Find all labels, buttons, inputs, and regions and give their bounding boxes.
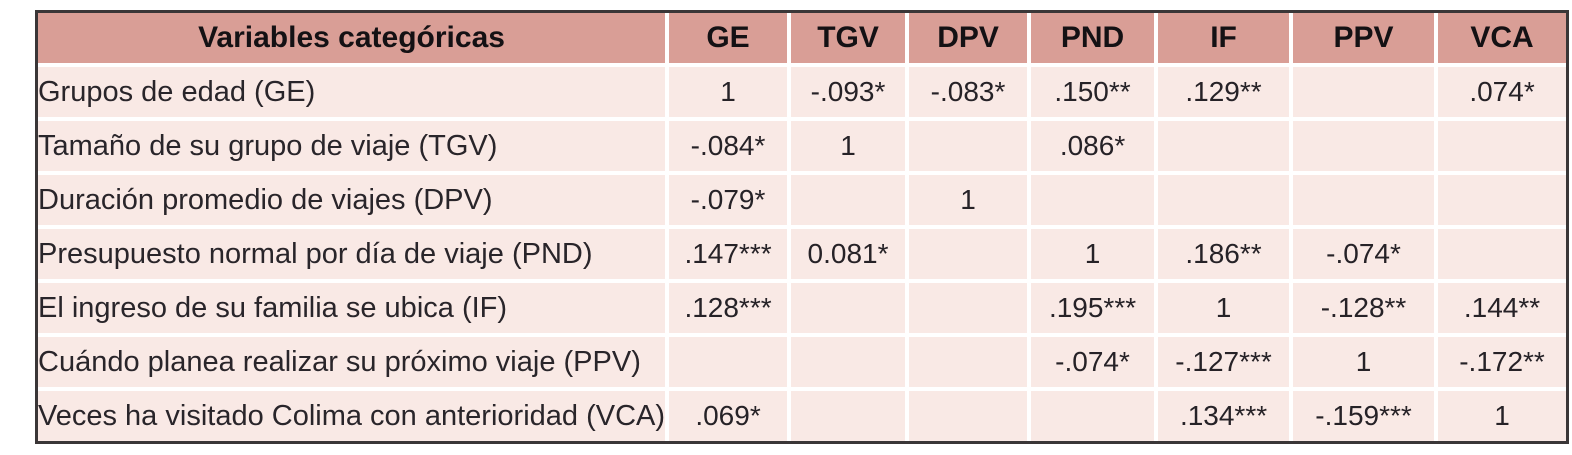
value-cell: -.159*** — [1293, 391, 1439, 441]
header-cell-ppv: PPV — [1293, 13, 1439, 67]
table-row-pnd: Presupuesto normal por día de viaje (PND… — [38, 229, 1567, 283]
value-cell: .195*** — [1031, 283, 1159, 337]
table-row-dpv: Duración promedio de viajes (DPV) -.079*… — [38, 175, 1567, 229]
header-cell-variables: Variables categóricas — [38, 13, 670, 67]
value-cell: -.172** — [1438, 337, 1567, 391]
row-label-tgv: Tamaño de su grupo de viaje (TGV) — [38, 121, 670, 175]
value-cell — [1031, 175, 1159, 229]
value-cell — [1438, 121, 1567, 175]
value-cell: 1 — [1158, 283, 1294, 337]
value-cell — [1293, 175, 1439, 229]
value-cell: .074* — [1438, 67, 1567, 121]
value-cell — [909, 229, 1032, 283]
row-label-ge: Grupos de edad (GE) — [38, 67, 670, 121]
value-cell: -.093* — [791, 67, 910, 121]
table-row-vca: Veces ha visitado Colima con anteriorida… — [38, 391, 1567, 441]
value-cell: .186** — [1158, 229, 1294, 283]
value-cell — [1293, 67, 1439, 121]
value-cell: 1 — [791, 121, 910, 175]
value-cell — [909, 391, 1032, 441]
value-cell — [909, 283, 1032, 337]
row-label-ppv: Cuándo planea realizar su próximo viaje … — [38, 337, 670, 391]
value-cell — [1158, 175, 1294, 229]
row-label-pnd: Presupuesto normal por día de viaje (PND… — [38, 229, 670, 283]
value-cell — [791, 175, 910, 229]
value-cell — [1158, 121, 1294, 175]
value-cell: .069* — [669, 391, 792, 441]
value-cell: 1 — [909, 175, 1032, 229]
value-cell — [909, 337, 1032, 391]
header-cell-tgv: TGV — [791, 13, 910, 67]
value-cell — [791, 391, 910, 441]
value-cell: .086* — [1031, 121, 1159, 175]
value-cell: -.079* — [669, 175, 792, 229]
value-cell: 1 — [1438, 391, 1567, 441]
table-row-tgv: Tamaño de su grupo de viaje (TGV) -.084*… — [38, 121, 1567, 175]
value-cell — [791, 337, 910, 391]
value-cell: .144** — [1438, 283, 1567, 337]
value-cell — [1438, 229, 1567, 283]
value-cell: 1 — [1293, 337, 1439, 391]
table-row-if: El ingreso de su familia se ubica (IF) .… — [38, 283, 1567, 337]
header-cell-dpv: DPV — [909, 13, 1032, 67]
value-cell: 1 — [669, 67, 792, 121]
header-cell-ge: GE — [669, 13, 792, 67]
value-cell: .147*** — [669, 229, 792, 283]
value-cell: 0.081* — [791, 229, 910, 283]
value-cell: .129** — [1158, 67, 1294, 121]
value-cell: .134*** — [1158, 391, 1294, 441]
value-cell — [1438, 175, 1567, 229]
table-row-ppv: Cuándo planea realizar su próximo viaje … — [38, 337, 1567, 391]
value-cell: .128*** — [669, 283, 792, 337]
value-cell: -.074* — [1293, 229, 1439, 283]
table-row-ge: Grupos de edad (GE) 1 -.093* -.083* .150… — [38, 67, 1567, 121]
value-cell: -.127*** — [1158, 337, 1294, 391]
correlation-table: Variables categóricas GE TGV DPV PND IF … — [38, 13, 1567, 441]
header-cell-if: IF — [1158, 13, 1294, 67]
value-cell: .150** — [1031, 67, 1159, 121]
row-label-vca: Veces ha visitado Colima con anteriorida… — [38, 391, 670, 441]
header-cell-vca: VCA — [1438, 13, 1567, 67]
value-cell: -.084* — [669, 121, 792, 175]
value-cell — [1293, 121, 1439, 175]
correlation-table-frame: Variables categóricas GE TGV DPV PND IF … — [35, 10, 1570, 444]
value-cell — [909, 121, 1032, 175]
header-row: Variables categóricas GE TGV DPV PND IF … — [38, 13, 1567, 67]
value-cell: -.083* — [909, 67, 1032, 121]
header-cell-pnd: PND — [1031, 13, 1159, 67]
value-cell: -.128** — [1293, 283, 1439, 337]
value-cell — [1031, 391, 1159, 441]
value-cell: -.074* — [1031, 337, 1159, 391]
row-label-if: El ingreso de su familia se ubica (IF) — [38, 283, 670, 337]
value-cell: 1 — [1031, 229, 1159, 283]
value-cell — [791, 283, 910, 337]
value-cell — [669, 337, 792, 391]
row-label-dpv: Duración promedio de viajes (DPV) — [38, 175, 670, 229]
